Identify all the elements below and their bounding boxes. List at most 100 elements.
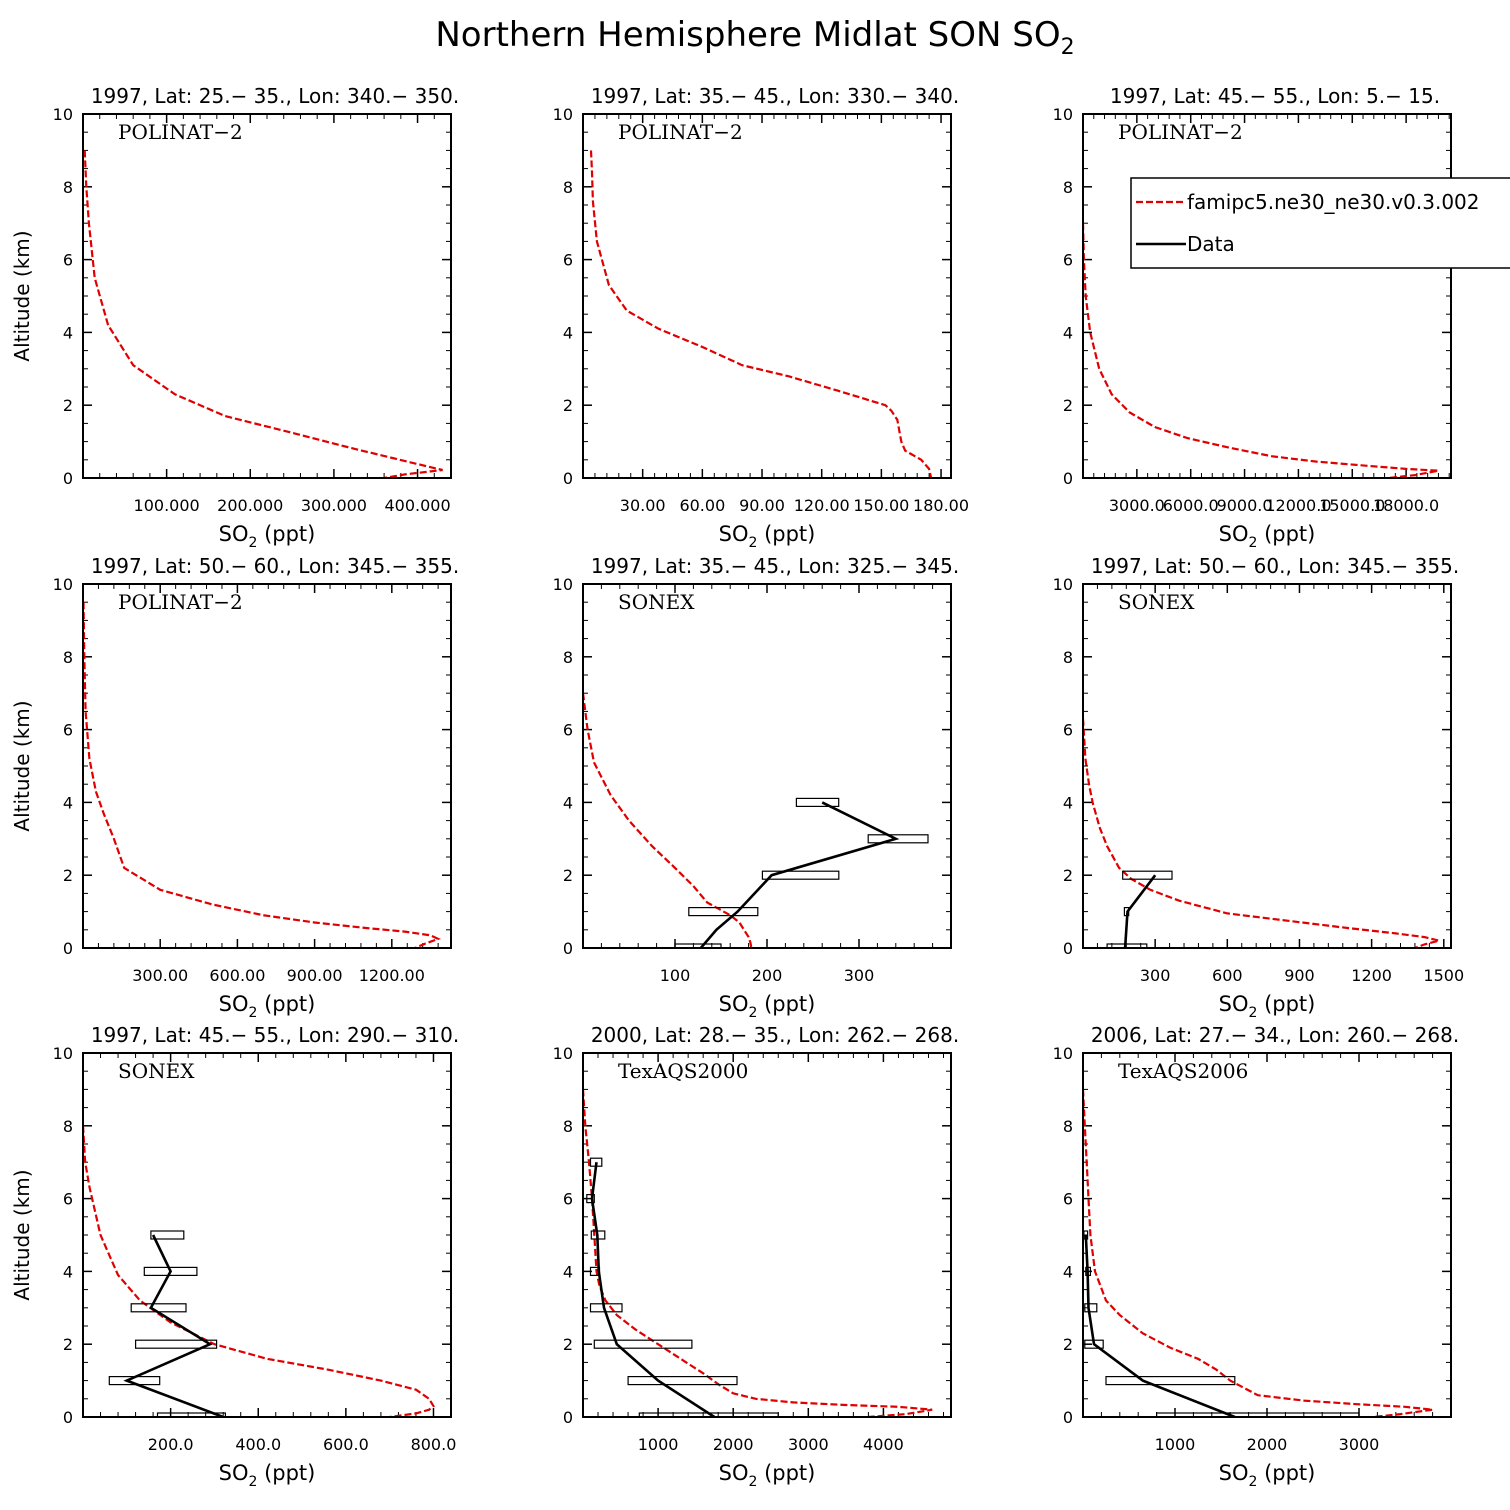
y-tick-label: 0 [1063, 1408, 1073, 1427]
campaign-label: SONEX [1118, 590, 1195, 614]
x-tick-label: 2000 [713, 1435, 754, 1454]
x-axis-label-main: SO [219, 992, 249, 1016]
panel-title: 1997, Lat: 25.− 35., Lon: 340.− 350. [91, 84, 459, 108]
x-tick-label: 150.00 [853, 496, 909, 515]
panels: 1997, Lat: 25.− 35., Lon: 340.− 350. 0 2 4 6… [10, 84, 1510, 1490]
x-axis-label-unit: (ppt) [1257, 992, 1315, 1016]
x-axis-label-main: SO [219, 522, 249, 546]
panel-title: 2006, Lat: 27.− 34., Lon: 260.− 268. [1091, 1023, 1459, 1047]
model-series-line [583, 1089, 933, 1417]
x-tick-label: 600.00 [209, 966, 265, 985]
model-series-line [83, 602, 441, 948]
x-tick-label: 100.000 [134, 496, 200, 515]
y-tick-label: 10 [53, 105, 73, 124]
x-axis-label-main: SO [219, 1461, 249, 1485]
plot-frame [82, 583, 452, 949]
x-axis-label-sub: 2 [1248, 1005, 1257, 1021]
data-range-box [143, 1266, 198, 1277]
x-axis-label: SO2 (ppt) [219, 1461, 316, 1490]
x-tick-label: 300.00 [132, 966, 188, 985]
y-axis-label: Altitude (km) [10, 700, 34, 831]
x-axis-label-sub: 2 [748, 1005, 757, 1021]
y-tick-label: 10 [553, 1044, 573, 1063]
model-series-line [1083, 1089, 1433, 1417]
x-tick-label: 1000 [638, 1435, 679, 1454]
x-tick-label: 400.0 [235, 1435, 281, 1454]
x-axis-label-unit: (ppt) [257, 992, 315, 1016]
data-range-box [135, 1339, 218, 1349]
x-axis-label-unit: (ppt) [757, 522, 815, 546]
x-tick-label: 200.0 [148, 1435, 194, 1454]
y-tick-label: 8 [63, 1117, 73, 1136]
panel-title: 2000, Lat: 28.− 35., Lon: 262.− 268. [591, 1023, 959, 1047]
data-range-box [130, 1303, 187, 1313]
plot-frame [582, 113, 952, 479]
y-tick-label: 10 [53, 1044, 73, 1063]
x-axis-label: SO2 (ppt) [219, 522, 316, 551]
data-range-box [688, 906, 759, 917]
plot-frame [1082, 113, 1452, 479]
x-axis-label-sub: 2 [748, 1474, 757, 1490]
x-tick-label: 1200.00 [359, 966, 425, 985]
y-tick-label: 2 [1063, 866, 1073, 885]
data-range-box [761, 870, 840, 880]
plot-frame [1082, 583, 1452, 949]
data-range-box [150, 1230, 185, 1240]
x-axis-label-sub: 2 [1248, 535, 1257, 551]
y-tick-label: 2 [563, 1335, 573, 1354]
x-tick-label: 1500 [1423, 966, 1464, 985]
panel-8: 2000, Lat: 28.− 35., Lon: 262.− 268. 0 2 4 6… [553, 1023, 960, 1490]
campaign-label: POLINAT−2 [118, 120, 243, 144]
data-series-line [1084, 1234, 1236, 1417]
y-tick-label: 0 [1063, 469, 1073, 488]
panel-title: 1997, Lat: 45.− 55., Lon: 5.− 15. [1110, 84, 1440, 108]
y-tick-label: 4 [1063, 1262, 1073, 1281]
plot-frame [582, 1052, 952, 1418]
data-range-box [1155, 1412, 1360, 1417]
y-tick-label: 8 [563, 178, 573, 197]
data-series-line [699, 801, 900, 948]
y-tick-label: 2 [63, 396, 73, 415]
y-tick-label: 0 [1063, 939, 1073, 958]
x-tick-label: 3000.0 [1109, 496, 1165, 515]
y-tick-label: 10 [553, 575, 573, 594]
x-axis-label-sub: 2 [248, 1005, 257, 1021]
y-tick-label: 6 [563, 721, 573, 740]
data-range-box [1105, 1375, 1236, 1386]
x-tick-label: 30.00 [620, 496, 666, 515]
x-tick-label: 12000.0 [1265, 496, 1331, 515]
campaign-label: POLINAT−2 [1118, 120, 1243, 144]
plot-frame [82, 113, 452, 479]
data-range-box [156, 1412, 227, 1417]
plot-frame [582, 583, 952, 949]
x-axis-label: SO2 (ppt) [1219, 1461, 1316, 1490]
x-tick-label: 300.000 [301, 496, 367, 515]
panel-title: 1997, Lat: 50.− 60., Lon: 345.− 355. [1091, 554, 1459, 578]
y-axis-label: Altitude (km) [10, 1169, 34, 1300]
figure-title: Northern Hemisphere Midlat SON SO2 [435, 15, 1074, 60]
data-range-box [795, 797, 840, 808]
campaign-label: TexAQS2000 [618, 1059, 748, 1083]
panel-title: 1997, Lat: 45.− 55., Lon: 290.− 310. [91, 1023, 459, 1047]
campaign-label: SONEX [118, 1059, 195, 1083]
x-axis-label: SO2 (ppt) [219, 992, 316, 1021]
x-tick-label: 300 [1140, 966, 1171, 985]
y-tick-label: 6 [563, 1190, 573, 1209]
y-tick-label: 0 [563, 939, 573, 958]
x-tick-label: 180.00 [913, 496, 969, 515]
x-axis-label-sub: 2 [1248, 1474, 1257, 1490]
panel-1: 1997, Lat: 25.− 35., Lon: 340.− 350. 0 2 4 6… [10, 84, 459, 551]
x-tick-label: 200.000 [217, 496, 283, 515]
x-tick-label: 60.00 [679, 496, 725, 515]
y-tick-label: 6 [1063, 1190, 1073, 1209]
plot-frame [1082, 1052, 1452, 1418]
panel-6: 1997, Lat: 50.− 60., Lon: 345.− 355. 0 2 4 6… [1053, 554, 1465, 1021]
x-axis-label-sub: 2 [248, 1474, 257, 1490]
y-tick-label: 10 [1053, 575, 1073, 594]
legend-data-label: Data [1187, 232, 1235, 256]
data-series-line [123, 1234, 224, 1417]
y-tick-label: 0 [563, 1408, 573, 1427]
model-series-line [589, 150, 933, 478]
x-tick-label: 300 [844, 966, 875, 985]
x-axis-label-main: SO [1219, 1461, 1249, 1485]
